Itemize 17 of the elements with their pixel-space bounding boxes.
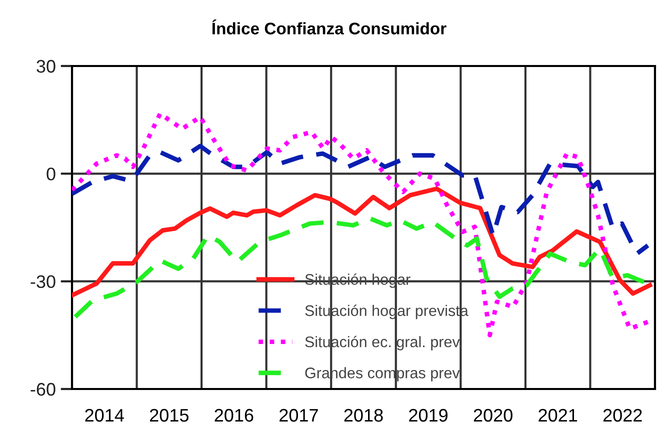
x-tick-label: 2014 bbox=[85, 408, 124, 422]
line-series bbox=[72, 144, 650, 256]
line-series bbox=[72, 186, 652, 298]
x-tick-label: 2020 bbox=[474, 408, 512, 422]
y-tick-label: -30 bbox=[30, 275, 56, 288]
x-tick-label: 2016 bbox=[214, 408, 254, 422]
x-tick-label: 2019 bbox=[409, 408, 448, 422]
x-tick-label: 2015 bbox=[150, 408, 188, 422]
y-tick-label: -60 bbox=[30, 382, 56, 396]
chart-title: Índice Confianza Consumidor bbox=[212, 20, 446, 34]
x-tick-label: 2021 bbox=[538, 408, 578, 422]
x-tick-label: 2022 bbox=[603, 408, 642, 422]
y-tick-label: 0 bbox=[46, 168, 56, 180]
x-tick-label: 2018 bbox=[344, 408, 383, 422]
y-tick-label: 30 bbox=[36, 60, 56, 73]
line-series bbox=[72, 112, 650, 338]
x-tick-label: 2017 bbox=[280, 408, 318, 422]
